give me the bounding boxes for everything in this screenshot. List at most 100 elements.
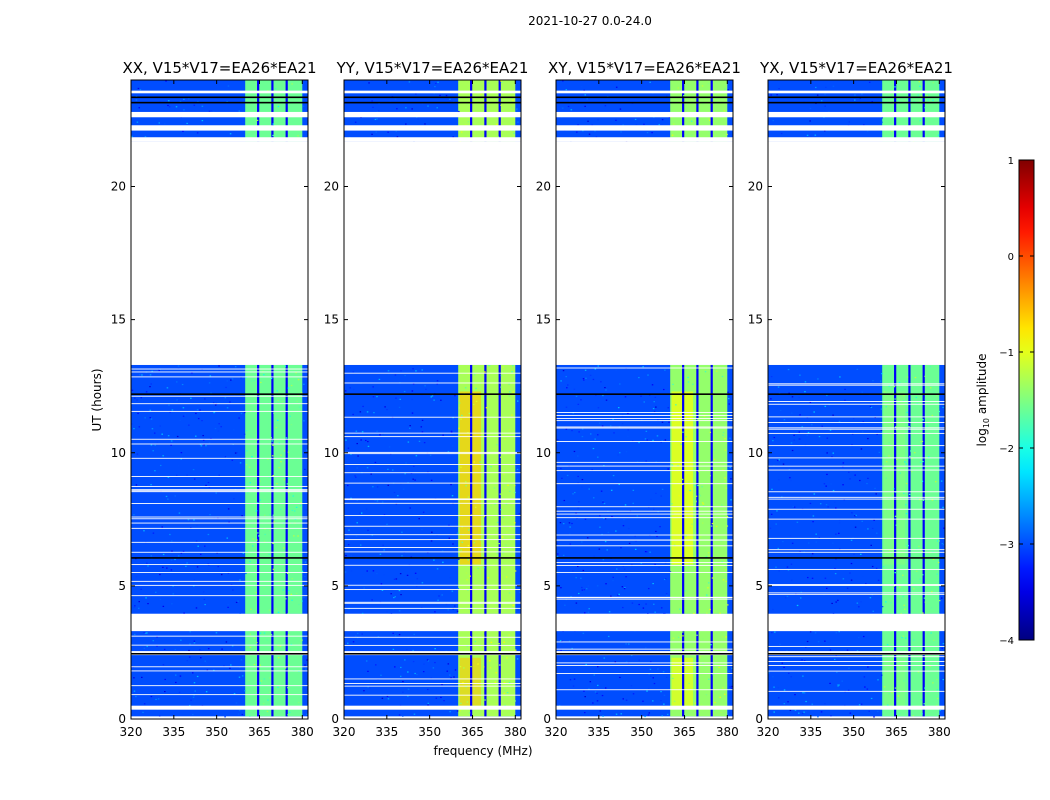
noise-pixel <box>627 412 629 414</box>
noise-pixel <box>665 676 668 678</box>
noise-pixel <box>860 703 863 705</box>
noise-pixel <box>467 431 469 434</box>
noise-pixel <box>464 387 467 389</box>
noise-pixel <box>133 514 135 516</box>
noise-pixel <box>279 508 282 510</box>
flag-line <box>131 670 308 672</box>
noise-pixel <box>371 133 373 135</box>
noise-pixel <box>461 414 463 417</box>
noise-pixel <box>465 572 468 574</box>
noise-pixel <box>427 702 430 704</box>
noise-pixel <box>815 533 817 535</box>
noise-pixel <box>722 431 725 434</box>
noise-pixel <box>150 555 153 557</box>
noise-pixel <box>796 604 799 607</box>
noise-pixel <box>874 416 877 419</box>
noise-pixel <box>259 682 261 684</box>
blank-range <box>556 111 733 118</box>
axes-frame <box>555 79 734 720</box>
flag-line <box>768 592 945 594</box>
flag-line <box>768 551 945 553</box>
noise-pixel <box>220 426 222 428</box>
noise-pixel <box>615 713 618 715</box>
noise-pixel <box>253 478 256 480</box>
noise-pixel <box>251 671 254 673</box>
flag-line <box>768 445 945 447</box>
noise-pixel <box>503 641 505 643</box>
noise-pixel <box>562 80 564 82</box>
noise-pixel <box>624 396 627 398</box>
noise-pixel <box>136 121 139 123</box>
flag-line <box>131 518 308 520</box>
flag-line <box>131 410 308 412</box>
noise-pixel <box>643 401 645 403</box>
noise-pixel <box>851 512 853 514</box>
noise-pixel <box>387 484 390 486</box>
flag-line <box>556 441 733 442</box>
noise-pixel <box>881 117 884 119</box>
flag-line <box>768 491 945 493</box>
noise-pixel <box>926 423 929 425</box>
noise-pixel <box>667 407 670 409</box>
flag-line <box>131 368 308 370</box>
noise-pixel <box>921 480 924 482</box>
flag-line <box>556 465 733 467</box>
noise-pixel <box>880 429 883 431</box>
band-gap <box>271 80 274 142</box>
noise-pixel <box>811 553 814 555</box>
noise-pixel <box>707 118 710 120</box>
noise-pixel <box>894 572 896 574</box>
flag-line <box>768 585 945 586</box>
noise-pixel <box>461 526 463 528</box>
noise-pixel <box>496 521 499 523</box>
noise-pixel <box>839 376 841 378</box>
noise-pixel <box>687 381 690 383</box>
noise-pixel <box>168 106 171 108</box>
noise-pixel <box>512 391 514 393</box>
noise-pixel <box>209 514 211 516</box>
noise-pixel <box>600 381 602 383</box>
noise-pixel <box>176 399 179 401</box>
flag-line <box>768 498 945 500</box>
noise-pixel <box>777 697 780 699</box>
noise-pixel <box>651 132 653 134</box>
noise-pixel <box>902 595 904 598</box>
noise-pixel <box>423 663 425 665</box>
noise-pixel <box>576 518 578 520</box>
noise-pixel <box>286 687 289 689</box>
noise-pixel <box>381 589 384 591</box>
noise-pixel <box>468 608 470 610</box>
noise-pixel <box>299 505 302 507</box>
noise-pixel <box>249 633 252 635</box>
noise-pixel <box>788 392 790 394</box>
noise-pixel <box>182 415 185 417</box>
noise-pixel <box>195 412 197 415</box>
flag-line <box>344 453 521 455</box>
noise-pixel <box>138 601 140 603</box>
noise-pixel <box>150 484 152 486</box>
noise-pixel <box>915 396 918 399</box>
noise-pixel <box>652 407 655 410</box>
noise-pixel <box>167 435 170 437</box>
noise-pixel <box>727 604 729 606</box>
noise-pixel <box>684 590 687 592</box>
noise-pixel <box>386 611 388 613</box>
noise-pixel <box>394 635 397 637</box>
noise-pixel <box>852 418 855 420</box>
noise-pixel <box>512 604 515 606</box>
noise-pixel <box>502 655 504 657</box>
noise-pixel <box>159 573 161 576</box>
noise-pixel <box>484 371 486 373</box>
noise-pixel <box>880 674 883 676</box>
noise-pixel <box>571 430 573 432</box>
noise-pixel <box>297 379 300 381</box>
dark-line <box>556 101 733 104</box>
noise-pixel <box>474 506 477 508</box>
flag-line <box>131 503 308 504</box>
x-tick-label: 365 <box>461 725 484 739</box>
noise-pixel <box>695 501 697 503</box>
noise-pixel <box>390 593 392 595</box>
noise-pixel <box>707 83 710 85</box>
noise-pixel <box>266 90 269 92</box>
